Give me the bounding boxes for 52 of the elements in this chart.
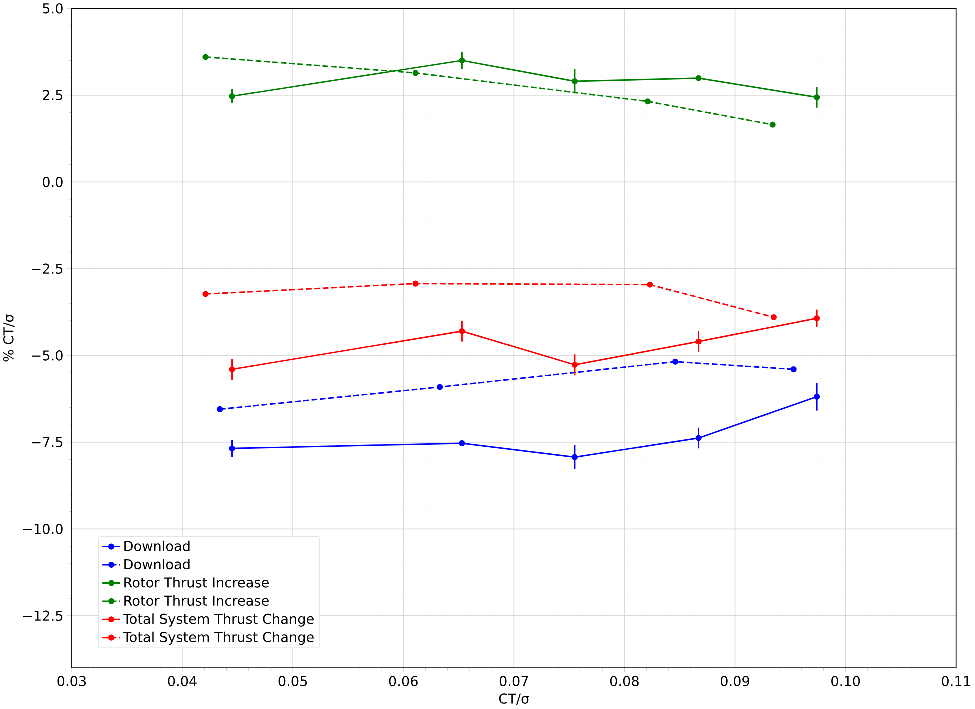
x-axis-title: CT/σ xyxy=(499,694,530,706)
x-tick-label: 0.10 xyxy=(832,676,860,687)
point xyxy=(412,70,419,76)
point xyxy=(229,94,236,100)
point xyxy=(770,122,776,128)
y-tick-label: 0.0 xyxy=(43,177,63,188)
x-tick-label: 0.06 xyxy=(389,676,418,687)
point xyxy=(217,406,224,413)
point xyxy=(814,94,820,101)
point xyxy=(696,338,702,346)
legend-label: Rotor Thrust Increase xyxy=(124,578,269,588)
y-tick-label: −2.5 xyxy=(32,264,63,274)
point xyxy=(814,316,820,322)
x-tick-label: 0.04 xyxy=(168,676,197,687)
point xyxy=(202,54,209,60)
y-tick-label: 2.5 xyxy=(43,90,63,101)
point xyxy=(770,314,777,321)
point xyxy=(814,394,820,400)
point xyxy=(459,328,466,335)
x-tick-label: 0.07 xyxy=(500,676,528,687)
x-tick-label: 0.11 xyxy=(942,676,970,687)
legend-label: Rotor Thrust Increase xyxy=(124,596,269,606)
y-tick-label: −12.5 xyxy=(24,611,63,622)
point xyxy=(229,446,236,452)
point xyxy=(437,384,444,391)
point xyxy=(459,58,466,64)
x-tick-label: 0.08 xyxy=(610,676,639,687)
legend-label: Download xyxy=(124,541,190,552)
y-axis-title: % CT/σ xyxy=(3,314,15,362)
legend-label: Total System Thrust Change xyxy=(123,632,314,646)
x-tick-label: 0.05 xyxy=(278,676,308,687)
x-tick-label: 0.03 xyxy=(58,676,86,687)
y-tick-label: 5.0 xyxy=(43,4,63,14)
point xyxy=(229,366,236,373)
y-tick-label: −10.0 xyxy=(24,524,63,535)
y-tick-label: −5.0 xyxy=(32,350,63,362)
point xyxy=(572,454,578,461)
point xyxy=(790,366,797,373)
point xyxy=(572,362,578,368)
point xyxy=(412,281,419,288)
legend-label: Download xyxy=(124,559,190,570)
legend-label: Total System Thrust Change xyxy=(123,614,314,628)
point xyxy=(647,282,654,288)
point xyxy=(572,78,578,85)
point xyxy=(696,435,702,442)
y-tick-label: −7.5 xyxy=(32,438,63,448)
point xyxy=(672,359,679,366)
point xyxy=(696,76,702,82)
point xyxy=(644,98,651,105)
point xyxy=(202,291,209,298)
x-tick-label: 0.09 xyxy=(721,676,750,687)
point xyxy=(459,440,466,447)
